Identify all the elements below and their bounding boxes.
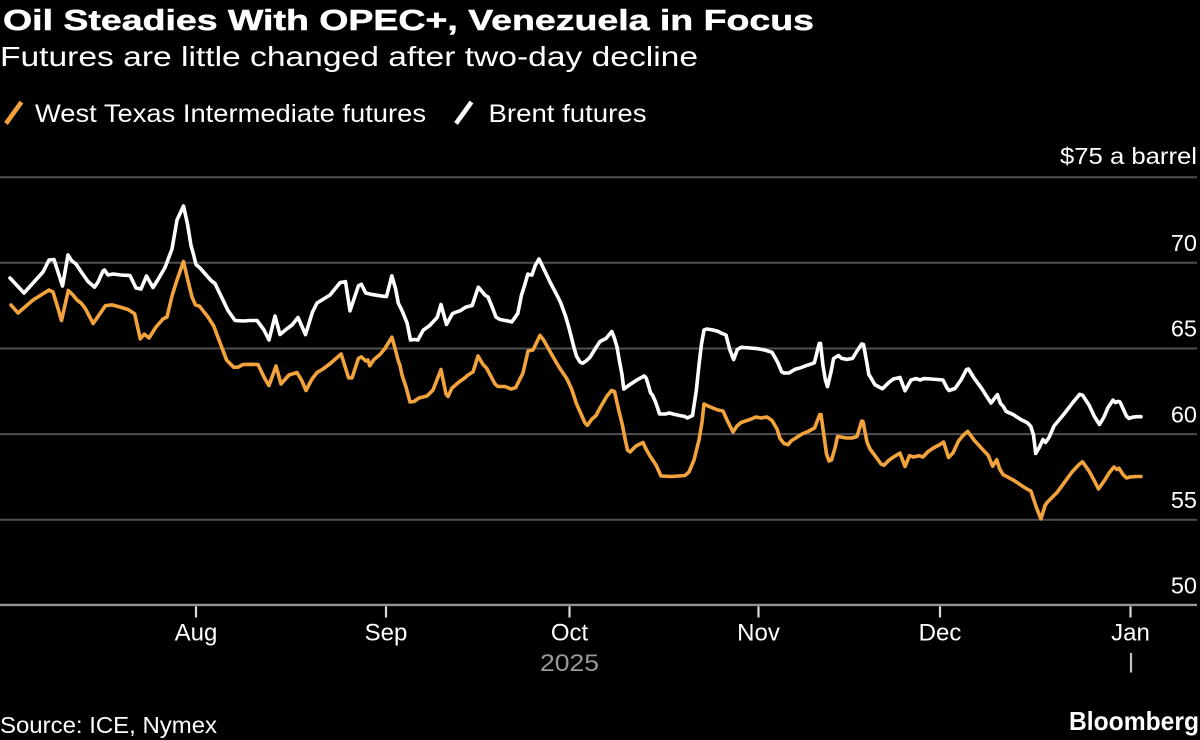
- svg-text:Source: ICE, Nymex: Source: ICE, Nymex: [0, 712, 218, 738]
- svg-text:Sep: Sep: [365, 620, 408, 647]
- svg-text:55: 55: [1171, 487, 1197, 513]
- svg-text:Brent futures: Brent futures: [489, 100, 647, 128]
- svg-text:$75 a barrel: $75 a barrel: [1060, 143, 1197, 169]
- svg-text:Jan: Jan: [1111, 620, 1150, 647]
- svg-text:West Texas Intermediate future: West Texas Intermediate futures: [35, 100, 426, 128]
- svg-text:Aug: Aug: [175, 620, 218, 647]
- svg-text:Dec: Dec: [919, 620, 962, 647]
- svg-text:Bloomberg: Bloomberg: [1069, 706, 1199, 736]
- svg-text:60: 60: [1171, 401, 1197, 427]
- svg-text:Nov: Nov: [737, 620, 780, 647]
- svg-text:70: 70: [1171, 230, 1197, 256]
- svg-text:2025: 2025: [540, 650, 599, 677]
- svg-text:Oil Steadies With OPEC+, Venez: Oil Steadies With OPEC+, Venezuela in Fo…: [3, 5, 814, 37]
- svg-text:50: 50: [1171, 573, 1197, 599]
- svg-text:65: 65: [1171, 316, 1197, 342]
- svg-text:Oct: Oct: [551, 620, 589, 647]
- svg-text:Futures are little changed aft: Futures are little changed after two-day…: [0, 41, 698, 72]
